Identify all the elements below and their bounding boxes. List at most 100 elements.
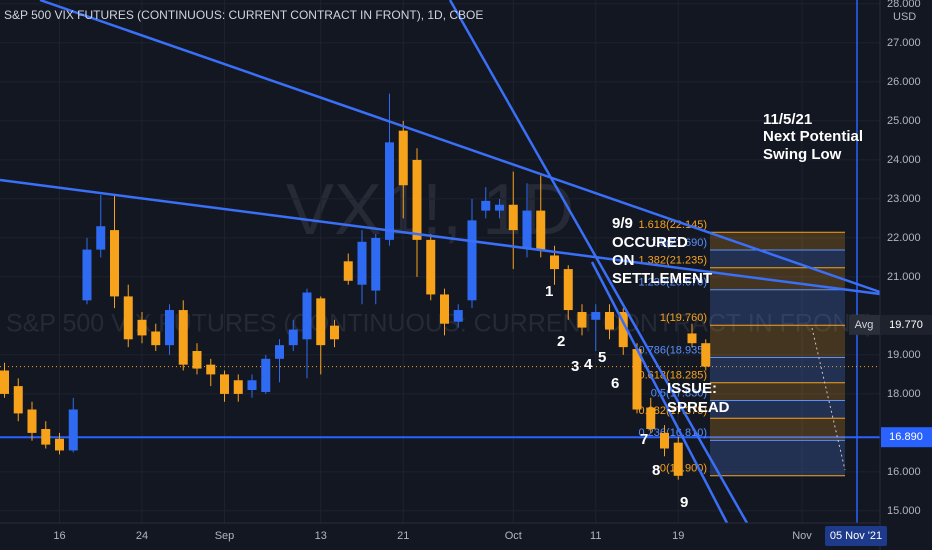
candle-body	[68, 409, 78, 451]
candle-body	[343, 261, 353, 281]
wave-label: 4	[584, 356, 593, 373]
candles	[0, 93, 711, 480]
trendline	[448, 0, 749, 524]
candle-body	[330, 325, 339, 340]
fib-label: 1.5(21.690)	[651, 237, 707, 249]
wave-label: 8	[652, 462, 660, 479]
wave-label: 5	[598, 349, 606, 366]
avg-price-bg	[881, 314, 932, 335]
fib-band	[710, 440, 845, 476]
candle-body	[27, 409, 37, 433]
fib-label: 1.236(20.670)	[639, 277, 708, 289]
candle-body	[247, 380, 257, 391]
candle-body	[563, 269, 573, 311]
x-tick-label: 11	[590, 530, 601, 542]
candle-body	[357, 241, 367, 285]
wave-label: 9	[680, 494, 688, 511]
y-tick-label: 24.000	[887, 154, 921, 166]
candle-body	[110, 230, 119, 297]
fib-label: 0.382(17.375)	[639, 405, 708, 417]
candle-body	[123, 296, 133, 340]
candle-body	[233, 380, 243, 394]
candle-body	[605, 312, 614, 330]
candle-body	[55, 438, 64, 451]
x-tick-label: 13	[315, 530, 327, 542]
candle-body	[165, 310, 174, 346]
candle-body	[316, 298, 326, 346]
fib-label: 0(15.900)	[660, 463, 707, 475]
candle-body	[550, 255, 559, 270]
y-tick-label: 22.000	[887, 232, 921, 244]
candle-body	[398, 130, 408, 186]
price-axis-bg	[880, 0, 932, 550]
candle-body	[137, 319, 147, 336]
y-tick-label: 19.000	[887, 349, 921, 361]
hline-price-label: 16.890	[889, 431, 923, 443]
fib-label: 1.382(21.235)	[639, 255, 708, 267]
x-label-highlight	[825, 526, 887, 546]
candle-body	[495, 204, 504, 211]
note-line: 9/9	[612, 215, 633, 232]
trendline	[590, 261, 729, 524]
candle-body	[453, 310, 463, 322]
chart-title: S&P 500 VIX FUTURES (CONTINUOUS: CURRENT…	[4, 8, 483, 22]
candle-body	[577, 312, 587, 328]
y-tick-label: 15.000	[887, 505, 921, 517]
candle-body	[261, 358, 271, 392]
note-line: OCCURED	[612, 234, 688, 251]
wave-label: 7	[640, 431, 648, 448]
candle-body	[192, 351, 202, 369]
x-tick-label: 05 Nov '21	[830, 530, 882, 542]
candle-body	[481, 200, 491, 211]
note-line: Next Potential	[763, 128, 863, 145]
x-tick-label: 19	[672, 530, 684, 542]
candle-body	[508, 204, 518, 231]
fib-label: 0.618(18.285)	[639, 370, 708, 382]
fib-band	[710, 400, 845, 419]
y-tick-label: 25.000	[887, 115, 921, 127]
candle-body	[178, 310, 188, 365]
y-tick-label: 21.000	[887, 271, 921, 283]
note-line: ISSUE:	[667, 380, 717, 397]
fib-band	[710, 382, 845, 401]
time-axis-bg	[0, 523, 880, 550]
fib-label: 1(19.760)	[660, 312, 707, 324]
trendline	[39, 0, 881, 294]
candle-body	[206, 364, 216, 375]
candle-body	[673, 442, 683, 476]
candle-body	[440, 294, 449, 324]
annotations: 1 2 3 4 5 6 7 8 9 9/9 OCCURED ON SETTLEM…	[545, 111, 863, 511]
note-line: Swing Low	[763, 146, 842, 163]
candle-body	[220, 374, 229, 394]
trendlines	[0, 0, 881, 524]
avg-tag-bg	[849, 314, 880, 335]
candle-body	[701, 343, 711, 367]
wave-label: 6	[611, 375, 619, 392]
candle-body	[618, 312, 628, 348]
avg-price-label: 19.770	[889, 319, 923, 331]
note-line: 11/5/21	[763, 111, 812, 128]
x-tick-label: Oct	[505, 530, 522, 542]
note-line: ON	[612, 252, 635, 269]
fib-band	[710, 289, 845, 326]
avg-tag: Avg	[855, 319, 874, 331]
y-tick-label: 26.000	[887, 76, 921, 88]
hline-price-bg	[881, 427, 932, 448]
y-tick-label: 23.000	[887, 193, 921, 205]
y-tick-label: 27.000	[887, 37, 921, 49]
wave-label: 3	[571, 358, 579, 375]
candle-body	[41, 429, 51, 445]
candle-body	[151, 331, 161, 346]
y-tick-label: 16.000	[887, 466, 921, 478]
fib-label: 0.5(17.830)	[651, 387, 707, 399]
candle-body	[371, 237, 381, 291]
fib-band	[710, 249, 845, 268]
candle-body	[0, 370, 9, 394]
fib-band	[710, 418, 845, 441]
candle-body	[96, 226, 106, 250]
candle-body	[13, 386, 23, 414]
y-tick-label: 28.000	[887, 0, 921, 10]
